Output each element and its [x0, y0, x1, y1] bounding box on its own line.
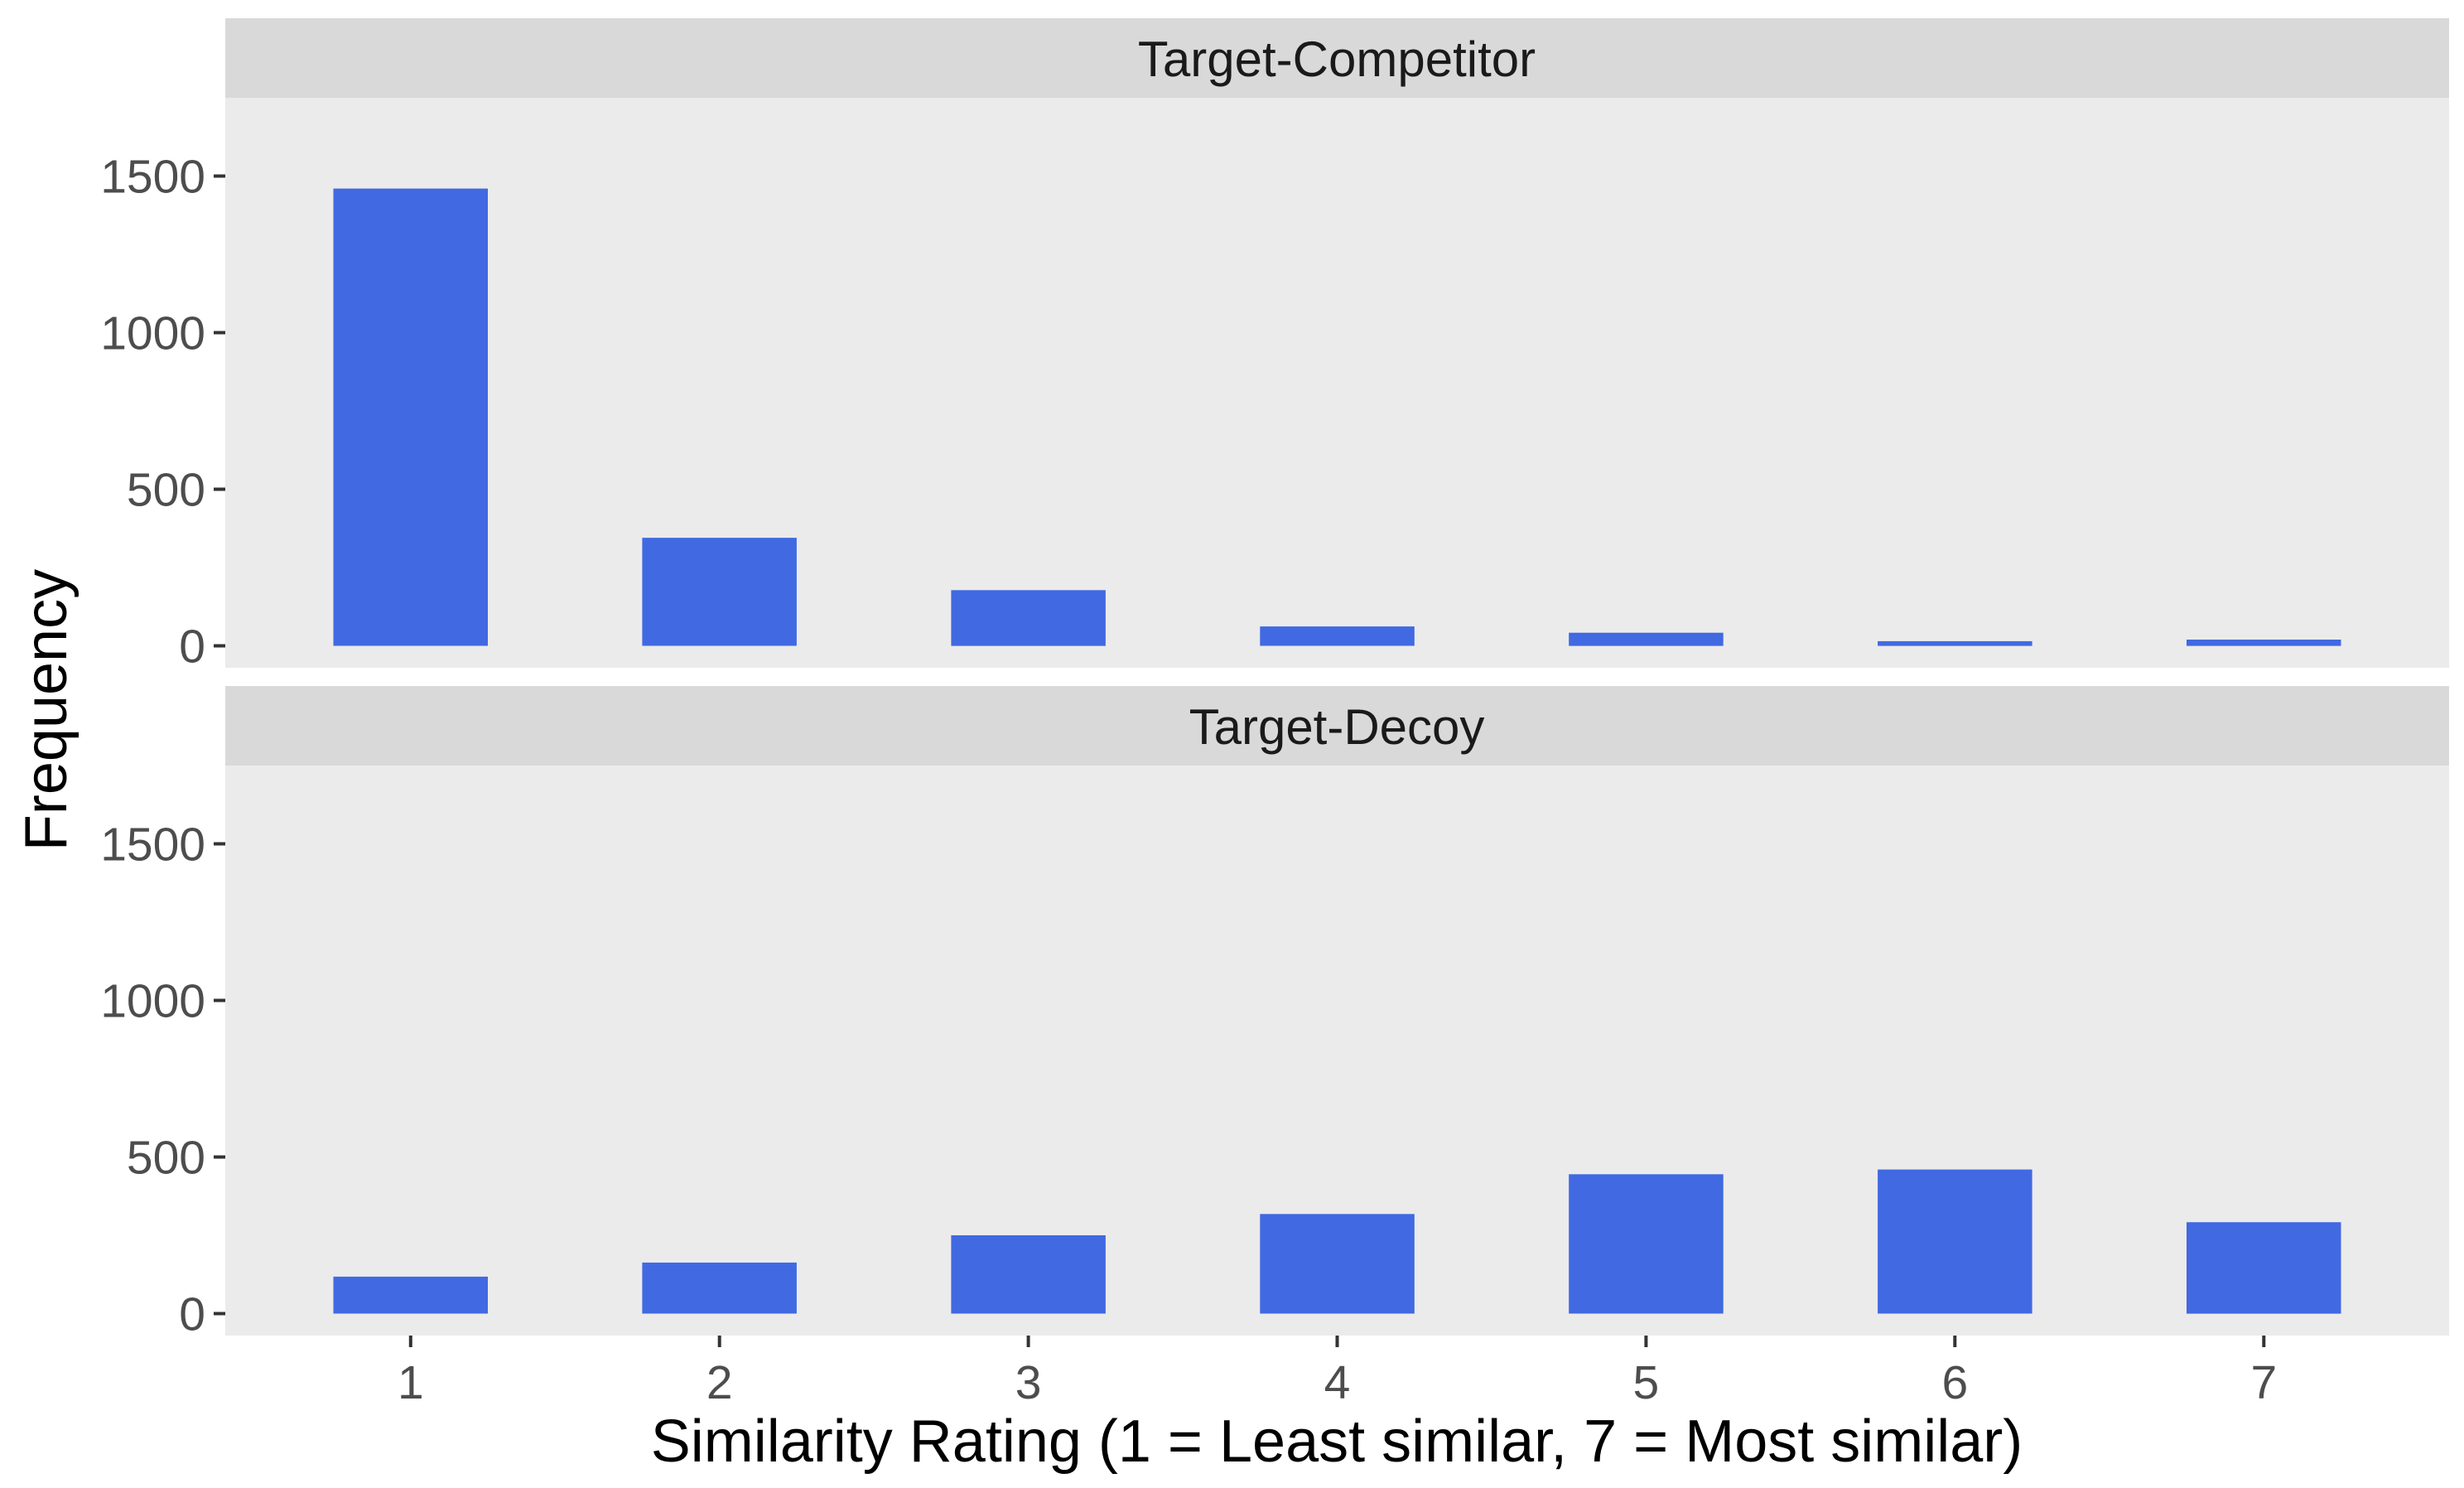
plot-area-background	[225, 98, 2449, 668]
bar	[333, 1276, 488, 1314]
bar	[951, 590, 1106, 646]
facet-strip-background	[225, 18, 2449, 98]
x-tick-label: 6	[1941, 1356, 1968, 1409]
bar	[1260, 626, 1415, 646]
x-tick-label: 3	[1015, 1356, 1042, 1409]
facet-panel-target-competitor: Target-Competitor 0 500 1000 1500	[100, 18, 2449, 674]
y-tick-label: 1500	[100, 151, 205, 204]
bar	[642, 1262, 797, 1314]
y-tick-label: 1000	[100, 975, 205, 1028]
facet-strip-label: Target-Decoy	[1189, 699, 1485, 755]
bar	[333, 188, 488, 646]
bar	[1260, 1214, 1415, 1314]
x-tick-label: 7	[2250, 1356, 2277, 1409]
y-tick-label: 0	[179, 621, 205, 674]
x-tick-label: 5	[1633, 1356, 1660, 1409]
bar	[2187, 640, 2341, 646]
x-tick-label: 1	[398, 1356, 424, 1409]
y-axis-target-decoy: 0 500 1000 1500	[100, 819, 225, 1341]
bar	[642, 538, 797, 646]
bar	[951, 1235, 1106, 1314]
bar	[1569, 632, 1724, 646]
bar-group-target-decoy	[333, 1169, 2341, 1314]
x-axis: 1 2 3 4 5 6 7	[398, 1336, 2277, 1409]
y-axis-target-competitor: 0 500 1000 1500	[100, 151, 225, 674]
facet-strip-background	[225, 686, 2449, 766]
bar-group-target-competitor	[333, 188, 2341, 646]
bar	[2187, 1222, 2341, 1314]
facet-panel-target-decoy: Target-Decoy 0 500 1000 1500	[100, 686, 2449, 1341]
y-axis-title: Frequency	[13, 569, 80, 851]
y-tick-label: 500	[127, 464, 205, 517]
facet-strip-label: Target-Competitor	[1138, 31, 1536, 87]
x-tick-label: 4	[1324, 1356, 1351, 1409]
bar	[1878, 640, 2032, 646]
x-tick-label: 2	[706, 1356, 733, 1409]
y-tick-label: 1500	[100, 819, 205, 872]
bar	[1878, 1169, 2032, 1314]
x-axis-title: Similarity Rating (1 = Least similar, 7 …	[651, 1408, 2023, 1475]
y-tick-label: 1000	[100, 307, 205, 360]
y-tick-label: 500	[127, 1132, 205, 1185]
bar	[1569, 1174, 1724, 1314]
y-tick-label: 0	[179, 1288, 205, 1341]
